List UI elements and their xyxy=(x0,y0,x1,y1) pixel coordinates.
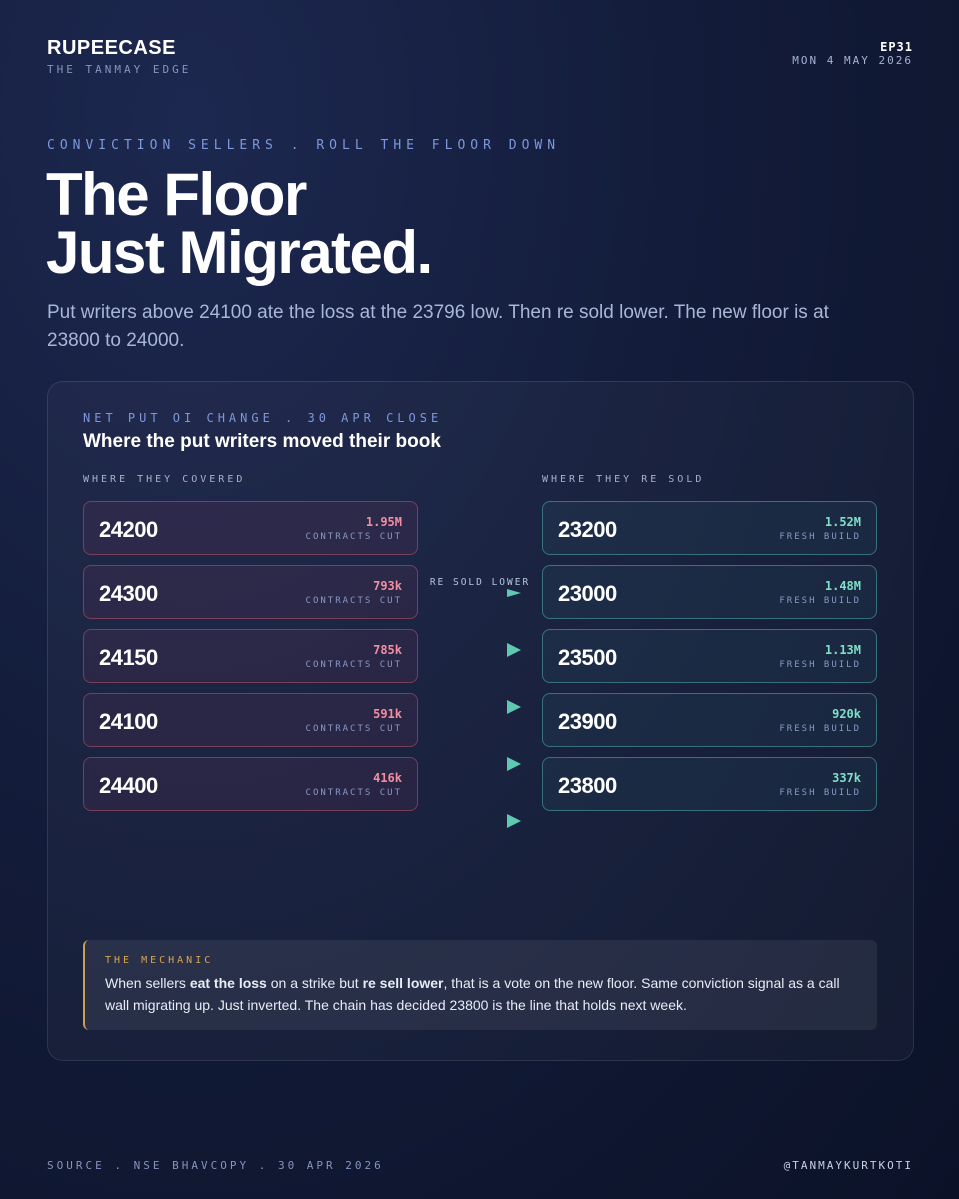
amount: 793k xyxy=(373,579,402,593)
mechanic-text: re sell lower xyxy=(362,975,444,991)
strike: 23000 xyxy=(558,581,617,606)
strike-box: 23200 1.52M FRESH BUILD xyxy=(542,501,877,555)
arrows xyxy=(507,589,521,828)
lede: Put writers above 24100 ate the loss at … xyxy=(47,302,829,351)
date: MON 4 MAY 2026 xyxy=(792,54,913,67)
strike-box: 23800 337k FRESH BUILD xyxy=(542,757,877,811)
strike: 24300 xyxy=(99,581,158,606)
strike: 24400 xyxy=(99,773,158,798)
column-heading: WHERE THEY COVERED xyxy=(83,474,246,485)
mechanic: THE MECHANIC When sellers eat the loss o… xyxy=(83,940,877,1030)
amount: 337k xyxy=(832,771,861,785)
strike-box: 24300 793k CONTRACTS CUT xyxy=(83,565,418,619)
card-kicker: NET PUT OI CHANGE . 30 APR CLOSE xyxy=(83,411,443,425)
title-line: The Floor xyxy=(46,161,307,228)
strike-box: 23000 1.48M FRESH BUILD xyxy=(542,565,877,619)
source: SOURCE . NSE BHAVCOPY . 30 APR 2026 xyxy=(47,1159,384,1172)
strike-box: 23500 1.13M FRESH BUILD xyxy=(542,629,877,683)
amount-note: CONTRACTS CUT xyxy=(305,660,402,670)
strike-box: 24200 1.95M CONTRACTS CUT xyxy=(83,501,418,555)
mechanic-text: eat the loss xyxy=(189,975,267,991)
strike-box: 24150 785k CONTRACTS CUT xyxy=(83,629,418,683)
brand: RUPEECASE xyxy=(47,37,176,59)
amount: 1.13M xyxy=(824,643,861,657)
strike: 23200 xyxy=(558,517,617,542)
arrow-group xyxy=(507,589,521,828)
amount-note: FRESH BUILD xyxy=(779,596,861,606)
amount-note: FRESH BUILD xyxy=(779,788,861,798)
mechanic-body: When sellers eat the loss on a strike bu… xyxy=(105,972,845,1016)
amount: 1.52M xyxy=(824,515,861,529)
column-heading: WHERE THEY RE SOLD xyxy=(542,474,705,485)
kicker: CONVICTION SELLERS . ROLL THE FLOOR DOWN xyxy=(47,138,561,153)
card-title: Where the put writers moved their book xyxy=(83,431,441,452)
amount-note: CONTRACTS CUT xyxy=(305,532,402,542)
amount: 416k xyxy=(373,771,402,785)
connector-label: RE SOLD LOWER xyxy=(429,577,531,588)
mechanic-text: on a strike but xyxy=(266,975,363,991)
card xyxy=(47,381,914,1061)
mechanic-label: THE MECHANIC xyxy=(105,955,214,966)
amount: 1.95M xyxy=(365,515,402,529)
arrow xyxy=(507,643,521,657)
amount: 591k xyxy=(373,707,402,721)
tagline: THE TANMAY EDGE xyxy=(47,63,192,76)
strike: 23900 xyxy=(558,709,617,734)
strike: 24100 xyxy=(99,709,158,734)
amount-note: FRESH BUILD xyxy=(779,660,861,670)
mechanic-text: , that is a vote on the new floor. Same … xyxy=(105,975,840,1013)
hero-title: The Floor Just Migrated. xyxy=(46,161,433,286)
strike: 24150 xyxy=(99,645,158,670)
amount: 920k xyxy=(832,707,861,721)
strike-box: 24100 591k CONTRACTS CUT xyxy=(83,693,418,747)
amount: 1.48M xyxy=(824,579,861,593)
strike: 24200 xyxy=(99,517,158,542)
arrow xyxy=(507,757,521,771)
arrow xyxy=(507,700,521,714)
arrow xyxy=(507,814,521,828)
strike-box: 23900 920k FRESH BUILD xyxy=(542,693,877,747)
handle: @TANMAYKURTKOTI xyxy=(783,1159,913,1172)
amount-note: CONTRACTS CUT xyxy=(305,788,402,798)
title-line: Just Migrated. xyxy=(46,219,433,286)
episode: EP31 xyxy=(880,40,913,54)
strike-box: 24400 416k CONTRACTS CUT xyxy=(83,757,418,811)
mechanic-text: When sellers xyxy=(105,975,190,991)
amount-note: FRESH BUILD xyxy=(779,532,861,542)
amount-note: CONTRACTS CUT xyxy=(305,724,402,734)
strike: 23800 xyxy=(558,773,617,798)
amount: 785k xyxy=(373,643,402,657)
arrow xyxy=(507,589,521,597)
amount-note: FRESH BUILD xyxy=(779,724,861,734)
strike: 23500 xyxy=(558,645,617,670)
amount-note: CONTRACTS CUT xyxy=(305,596,402,606)
